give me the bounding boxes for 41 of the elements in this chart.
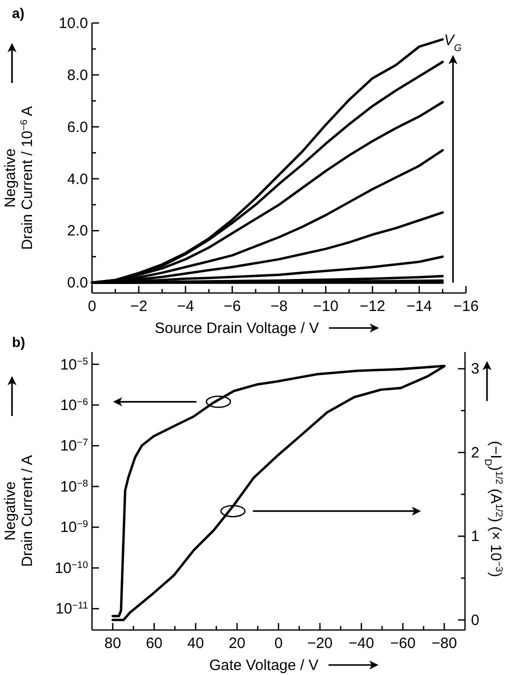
x-axis-title: Gate Voltage / V (209, 657, 318, 674)
chart-title: b) (12, 334, 26, 350)
x-tick-label: −60 (390, 635, 416, 652)
y2-tick-label: 2 (471, 444, 480, 462)
y2-tick-label: 0 (471, 612, 480, 629)
x-tick-label: −16 (453, 298, 479, 315)
x-axis-title: Source Drain Voltage / V (154, 320, 319, 337)
x-tick-label: 0 (274, 635, 283, 652)
y-tick-label: 10$^{−5}$ (60, 356, 89, 374)
x-tick-label: −20 (307, 635, 333, 652)
y-tick-label: 0.0 (67, 274, 88, 292)
x-tick-label: −80 (432, 635, 458, 652)
y2-tick-label: 3 (471, 360, 480, 378)
x-tick-label: 40 (187, 635, 204, 652)
x-tick-label: −14 (406, 298, 432, 315)
y-tick-label: 10.0 (58, 15, 88, 32)
x-tick-label: −10 (313, 298, 338, 315)
y2-tick-label: 1 (471, 528, 480, 546)
y-tick-label: 10$^{−7}$ (60, 437, 88, 455)
x-tick-label: 0 (88, 298, 96, 315)
x-tick-label: 80 (104, 635, 122, 652)
y-tick-label: 2.0 (67, 222, 88, 240)
y-axis-title: Negative Drain Current / A (2, 455, 36, 567)
annotation: V$_{G}$ (444, 32, 462, 54)
x-tick-label: 60 (146, 635, 163, 652)
y-tick-label: 10$^{−6}$ (60, 396, 88, 414)
y-tick-label: 6.0 (67, 118, 88, 136)
chart-title: a) (12, 5, 24, 21)
x-tick-label: −2 (130, 298, 148, 315)
y-tick-label: 8.0 (67, 66, 88, 84)
y-tick-label: 10$^{−8}$ (60, 478, 88, 496)
x-tick-label: −40 (348, 635, 374, 652)
x-tick-label: 20 (228, 635, 246, 652)
x-tick-label: −4 (176, 298, 194, 315)
y-tick-label: 10$^{−9}$ (60, 518, 88, 536)
y-tick-label: 10$^{−10}$ (54, 559, 89, 577)
y-tick-label: 4.0 (67, 170, 88, 188)
x-tick-label: −12 (360, 298, 386, 315)
x-tick-label: −6 (224, 298, 241, 315)
y-tick-label: 10$^{−11}$ (55, 600, 88, 618)
x-tick-label: −8 (270, 298, 288, 315)
